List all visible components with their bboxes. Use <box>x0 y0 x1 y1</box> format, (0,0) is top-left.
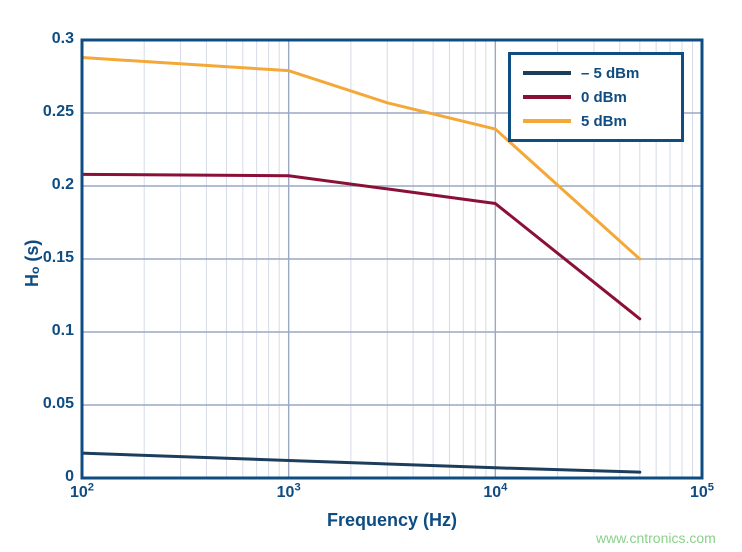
chart-container: Hₒ (s) vs. Frequency Hₒ (s) Frequency (H… <box>0 0 742 552</box>
x-tick-label: 105 <box>682 484 722 502</box>
x-tick-label: 102 <box>62 484 102 502</box>
legend-label: 5 dBm <box>581 113 627 130</box>
legend-item: 0 dBm <box>523 85 669 109</box>
legend: – 5 dBm 0 dBm 5 dBm <box>508 52 684 142</box>
legend-label: – 5 dBm <box>581 65 639 82</box>
y-tick-label: 0 <box>65 468 74 486</box>
x-axis-label: Frequency (Hz) <box>82 510 702 531</box>
legend-swatch <box>523 119 571 123</box>
legend-label: 0 dBm <box>581 89 627 106</box>
y-tick-label: 0.3 <box>52 30 74 48</box>
x-tick-label: 103 <box>269 484 309 502</box>
y-tick-label: 0.15 <box>43 249 74 267</box>
y-tick-label: 0.05 <box>43 395 74 413</box>
x-tick-label: 104 <box>475 484 515 502</box>
legend-item: 5 dBm <box>523 109 669 133</box>
y-tick-label: 0.25 <box>43 103 74 121</box>
legend-swatch <box>523 95 571 99</box>
watermark-text: www.cntronics.com <box>596 530 716 546</box>
legend-item: – 5 dBm <box>523 61 669 85</box>
y-axis-label: Hₒ (s) <box>22 240 43 287</box>
y-tick-label: 0.2 <box>52 176 74 194</box>
y-tick-label: 0.1 <box>52 322 74 340</box>
legend-swatch <box>523 71 571 75</box>
